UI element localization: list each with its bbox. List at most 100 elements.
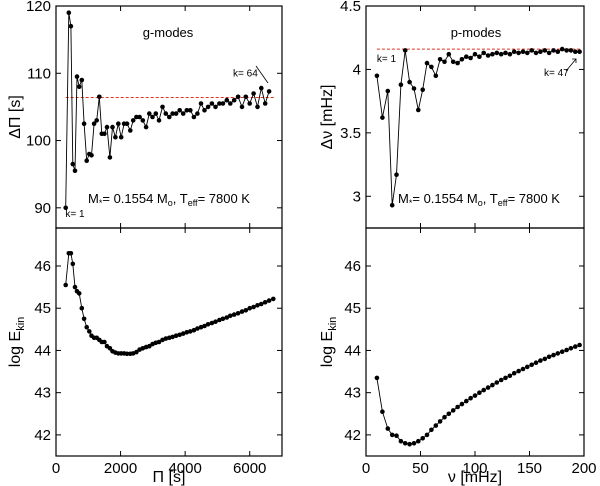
ytick-label-tl-1: 100 — [26, 133, 51, 150]
data-point-tl-60 — [251, 91, 256, 96]
data-point-bl-50 — [213, 319, 218, 325]
k-label-tr-0: k= 1 — [377, 54, 397, 65]
data-point-tl-64 — [266, 89, 272, 94]
ytick-label-br-2: 44 — [344, 342, 361, 359]
data-point-tl-31 — [147, 111, 152, 116]
data-point-tr-24 — [481, 50, 487, 56]
data-point-br-30 — [507, 373, 513, 379]
data-point-bl-36 — [163, 336, 169, 341]
data-point-tl-16 — [102, 131, 107, 137]
data-point-tr-0 — [374, 73, 380, 79]
data-point-tr-10 — [420, 87, 426, 92]
data-point-br-0 — [374, 375, 380, 381]
data-point-tl-53 — [224, 97, 230, 103]
data-point-tl-34 — [156, 118, 162, 123]
data-point-tl-57 — [239, 104, 245, 110]
data-point-bl-58 — [243, 308, 249, 313]
data-point-br-35 — [529, 362, 534, 368]
data-point-tr-16 — [446, 51, 452, 57]
data-point-tl-59 — [247, 101, 252, 106]
data-point-tr-27 — [494, 50, 500, 56]
ytick-label-br-3: 45 — [344, 300, 361, 317]
data-point-tl-27 — [134, 114, 139, 120]
data-point-tl-35 — [160, 104, 165, 110]
data-point-tr-4 — [394, 172, 399, 177]
annotation-tl-teff-sub: eff — [188, 198, 198, 208]
ytick-label-tr-3: 4.5 — [340, 0, 361, 15]
data-point-tr-36 — [533, 50, 539, 56]
ylabel-bl-main: log E — [7, 331, 24, 367]
data-point-tl-40 — [177, 108, 182, 113]
data-point-tr-23 — [477, 54, 482, 59]
ytick-label-br-1: 43 — [344, 385, 361, 402]
data-point-tl-39 — [173, 111, 179, 116]
data-point-br-26 — [490, 382, 495, 388]
data-point-br-38 — [542, 356, 548, 362]
data-point-tr-40 — [551, 48, 556, 53]
data-point-tl-58 — [243, 94, 249, 100]
data-point-tl-4 — [72, 168, 78, 174]
data-point-tl-56 — [235, 94, 241, 100]
data-point-bl-38 — [170, 334, 175, 340]
xtick-label-bl-2: 4000 — [168, 460, 201, 477]
panel-tr-title: p-modes — [451, 25, 502, 40]
ytick-label-tl-2: 110 — [27, 65, 51, 82]
k64-pointer — [255, 65, 269, 84]
xtick-label-br-1: 50 — [412, 460, 429, 477]
data-point-tl-2 — [68, 23, 74, 29]
data-point-br-15 — [442, 414, 447, 420]
data-point-tr-14 — [437, 57, 443, 62]
data-point-tr-37 — [538, 49, 543, 54]
data-point-tl-50 — [213, 104, 218, 110]
xlabel-bl: Π [s] — [153, 469, 186, 486]
data-point-bl-53 — [224, 315, 230, 320]
data-point-br-29 — [503, 375, 508, 381]
data-point-tl-54 — [228, 101, 233, 106]
annotation-tr: M*= 0.1554 Mo, Teff= 7800 K — [398, 191, 560, 208]
data-point-tr-11 — [424, 60, 430, 66]
xlabel-br: ν [mHz] — [448, 469, 502, 486]
data-point-bl-10 — [87, 329, 92, 334]
ytick-label-tl-0: 90 — [34, 200, 51, 217]
data-point-tr-13 — [433, 73, 439, 79]
data-point-tl-47 — [202, 108, 207, 113]
data-point-tr-30 — [507, 51, 513, 57]
xtick-label-bl-0: 0 — [52, 460, 60, 477]
data-point-tr-18 — [455, 60, 460, 66]
data-point-br-46 — [577, 342, 582, 348]
ytick-label-bl-4: 46 — [34, 258, 51, 275]
data-point-tr-6 — [402, 48, 408, 53]
ytick-label-tr-0: 3 — [353, 188, 361, 205]
data-point-tr-42 — [559, 46, 565, 52]
data-point-bl-42 — [184, 330, 190, 335]
data-point-br-11 — [424, 432, 430, 438]
xtick-label-bl-1: 2000 — [104, 460, 137, 477]
ylabel-br-sub: kin — [327, 317, 339, 331]
data-point-bl-44 — [191, 327, 197, 333]
data-point-tl-14 — [97, 94, 102, 100]
ytick-label-tl-3: 120 — [26, 0, 51, 15]
data-point-bl-9 — [84, 324, 89, 330]
data-point-br-14 — [437, 419, 443, 424]
data-point-tl-8 — [81, 121, 87, 126]
data-point-tr-9 — [416, 107, 421, 113]
xtick-label-br-3: 150 — [517, 460, 542, 477]
data-point-tl-17 — [104, 124, 110, 130]
data-point-bl-8 — [81, 316, 87, 322]
data-point-tl-46 — [198, 101, 204, 106]
data-point-tl-25 — [128, 128, 133, 133]
data-point-br-16 — [446, 411, 452, 417]
data-point-bl-49 — [209, 320, 215, 326]
data-point-tr-35 — [529, 48, 534, 53]
data-point-tr-21 — [468, 55, 473, 61]
data-point-tl-0 — [63, 205, 68, 211]
data-point-tr-19 — [459, 57, 465, 62]
data-point-bl-52 — [220, 316, 226, 322]
data-point-br-25 — [485, 385, 491, 390]
data-point-br-21 — [468, 395, 473, 401]
data-point-tl-41 — [180, 111, 186, 116]
data-point-tr-33 — [520, 49, 526, 54]
data-point-tr-12 — [429, 64, 434, 70]
data-point-tl-52 — [220, 101, 226, 106]
